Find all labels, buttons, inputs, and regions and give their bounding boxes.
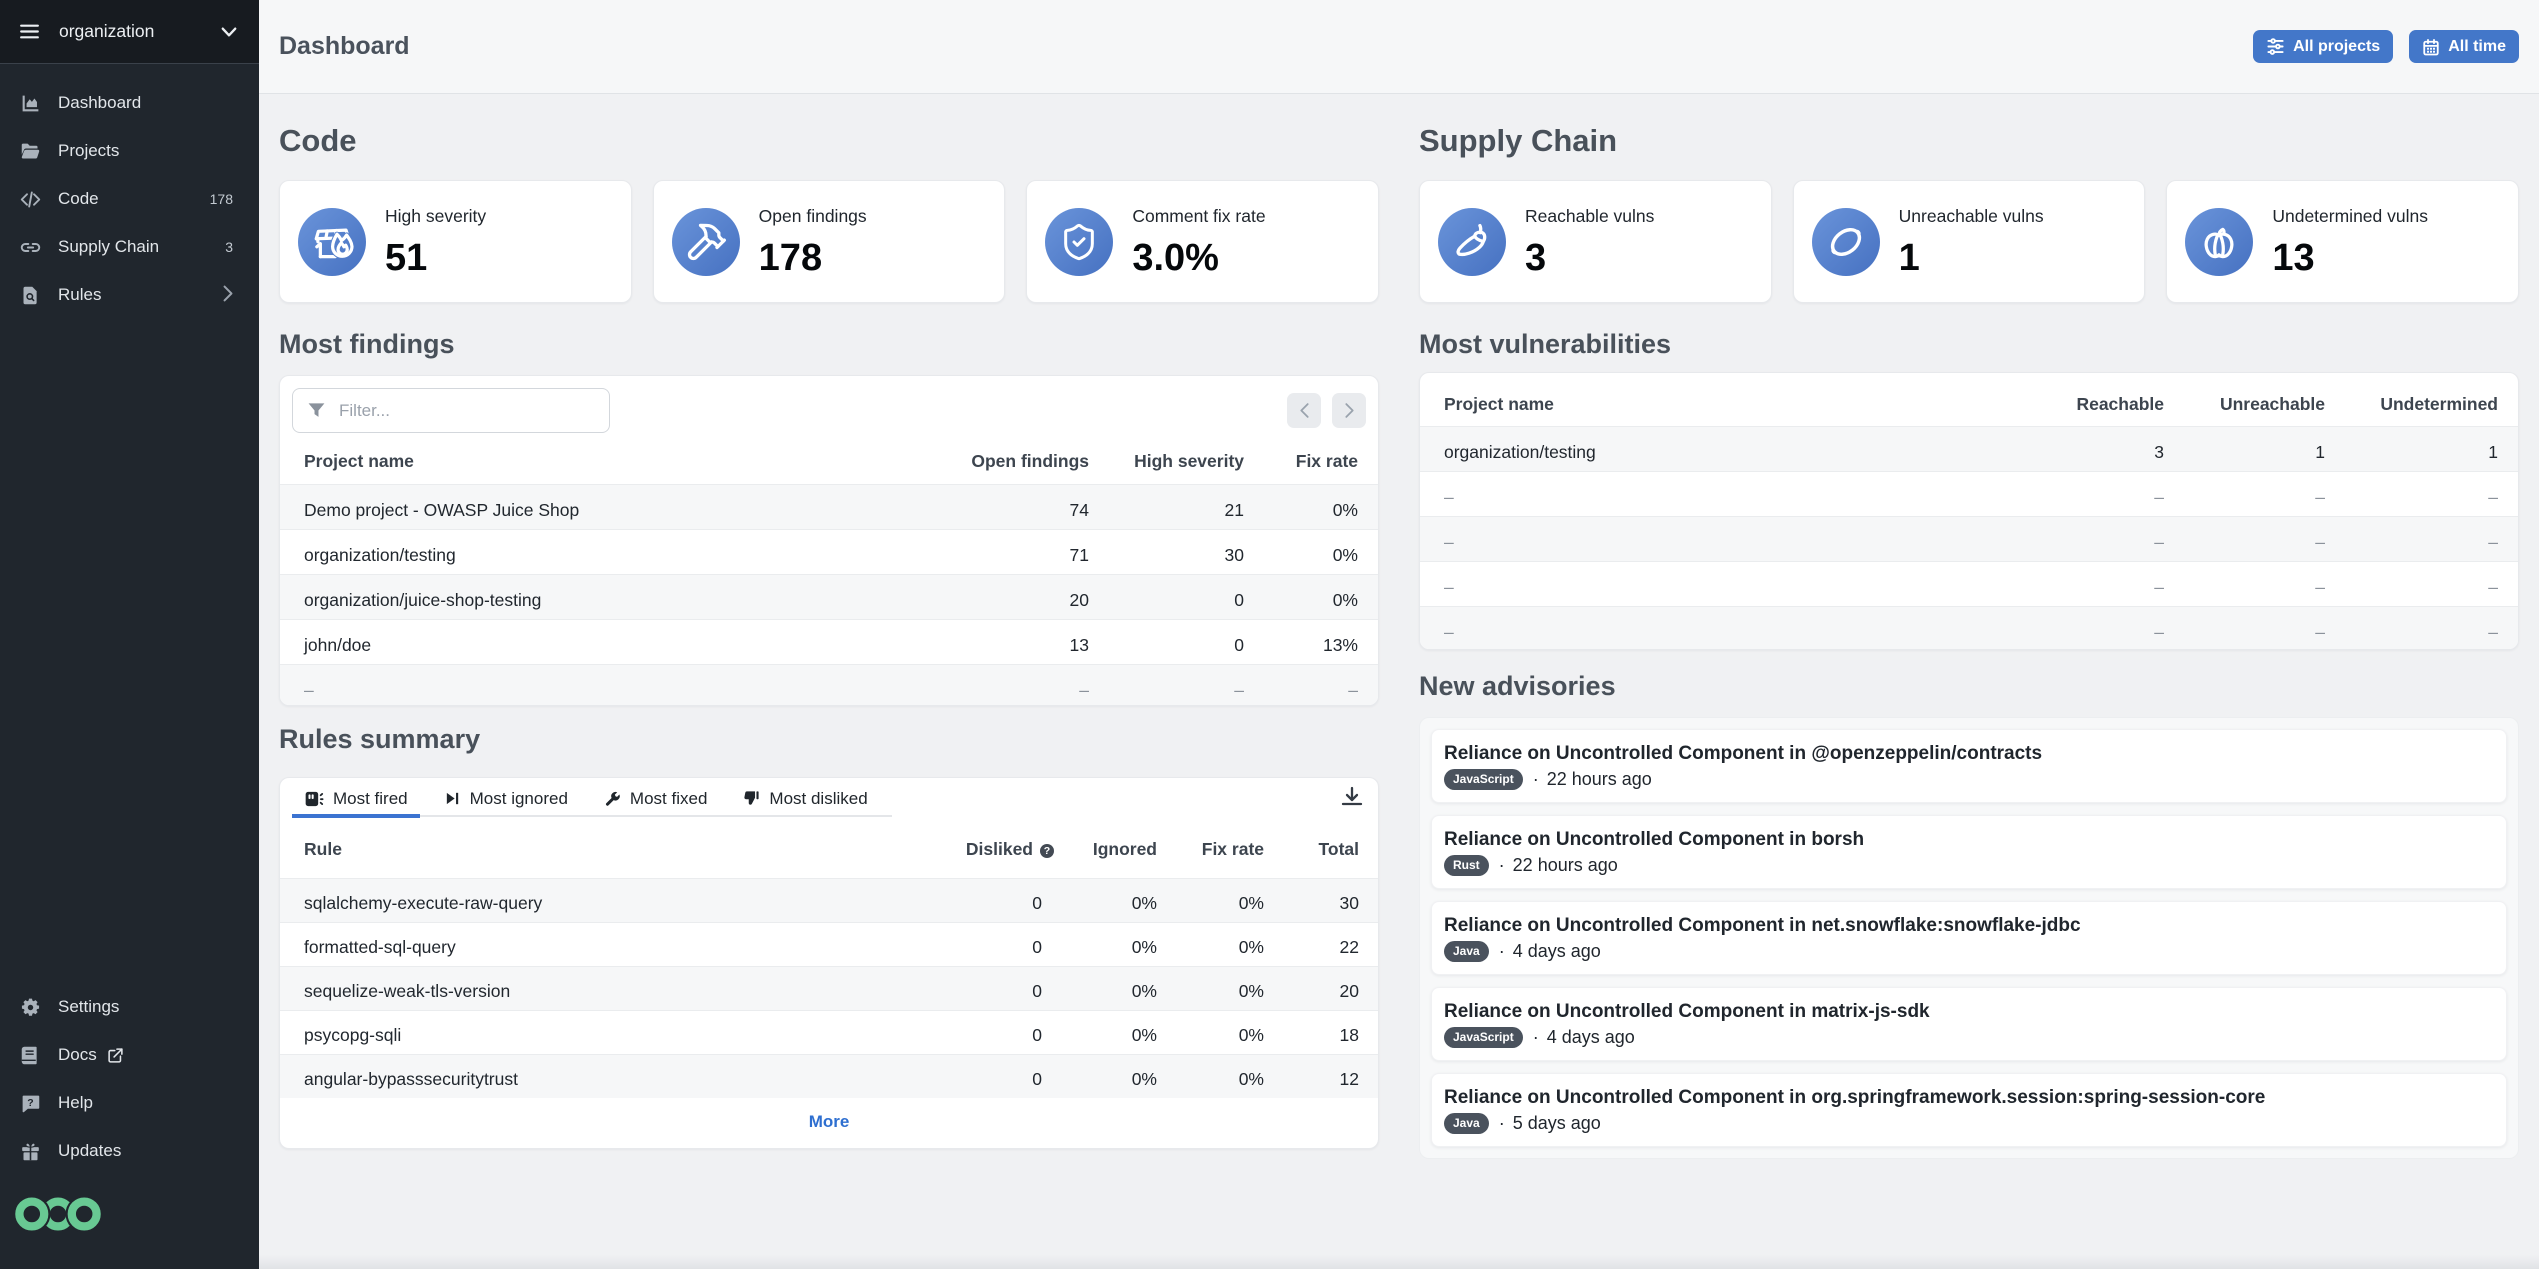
svg-text:?: ? [27,1096,33,1108]
